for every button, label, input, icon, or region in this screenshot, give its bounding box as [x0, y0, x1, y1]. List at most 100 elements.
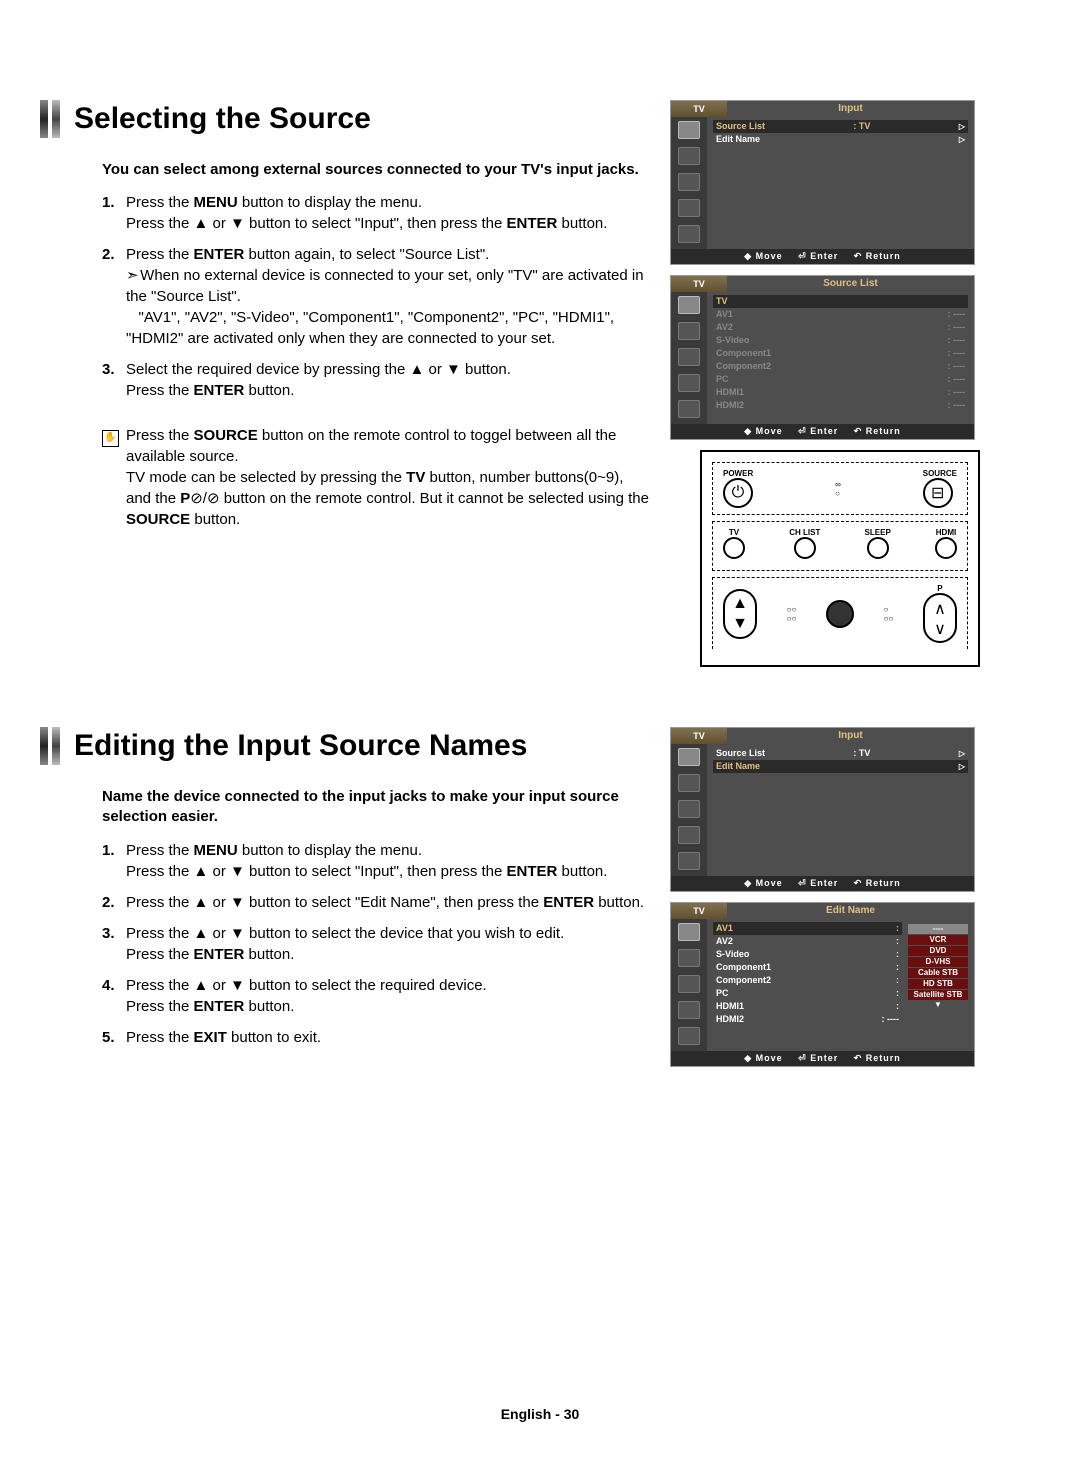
t: Press the — [126, 427, 194, 444]
arrow-right-icon: ▷ — [959, 747, 965, 760]
sidebar-icon — [678, 348, 700, 366]
section2-figures: TV Input Source List: TV▷ Edit Name▷ ◆ M… — [670, 727, 1010, 1077]
btn-source: SOURCE — [126, 511, 190, 528]
osd-row: S-Video: ---- — [713, 334, 968, 347]
osd-sidebar — [671, 744, 707, 876]
step-1: 1. Press the MENU button to display the … — [102, 192, 650, 234]
osd-sidebar — [671, 117, 707, 249]
name-option: D-VHS — [908, 957, 968, 967]
label: AV2 — [716, 321, 733, 334]
name-option: HD STB — [908, 979, 968, 989]
source-area: SOURCE ⊟ — [923, 469, 957, 508]
btn-tv: TV — [406, 469, 425, 486]
sleep-label: SLEEP — [865, 528, 891, 537]
osd-input-menu: TV Input Source List: TV▷ Edit Name▷ ◆ M… — [670, 100, 975, 265]
sidebar-icon — [678, 975, 700, 993]
osd-row: AV1: — [713, 922, 902, 935]
sidebar-icon — [678, 199, 700, 217]
sidebar-icon — [678, 374, 700, 392]
sidebar-icon — [678, 774, 700, 792]
section-editing-names: Editing the Input Source Names Name the … — [70, 727, 1010, 1077]
remote-bottom-row: ▲▼ ○○○○ ○○○ P ∧∨ — [712, 577, 968, 649]
btn-enter: ENTER — [194, 246, 245, 263]
note-arrow-icon: ➣ — [126, 265, 136, 286]
osd-row: Edit Name▷ — [713, 760, 968, 773]
hint-enter: ⏎ Enter — [798, 251, 838, 261]
osd-body: Source List: TV▷ Edit Name▷ — [671, 117, 974, 249]
p-group: P ∧∨ — [923, 584, 957, 643]
t: button. — [244, 382, 294, 399]
osd-row: HDMI1: — [713, 1000, 902, 1013]
osd-row: Source List: TV▷ — [713, 747, 968, 760]
t: When no external device is connected to … — [126, 267, 644, 305]
tv-btn-group: TV — [723, 528, 745, 564]
t: TV mode can be selected by pressing the — [126, 469, 406, 486]
t: "AV1", "AV2", "S-Video", "Component1", "… — [126, 309, 614, 347]
step-number: 1. — [102, 840, 126, 882]
btn-enter: ENTER — [194, 946, 245, 963]
label: Component1 — [716, 347, 771, 360]
t: button to exit. — [227, 1029, 321, 1046]
edit-left-col: AV1: AV2: S-Video: Component1: Component… — [713, 922, 902, 1048]
label: AV1 — [716, 922, 733, 935]
t: Press the — [126, 1029, 194, 1046]
btn-enter: ENTER — [194, 998, 245, 1015]
osd-content: TV AV1: ---- AV2: ---- S-Video: ---- Com… — [707, 292, 974, 424]
osd-content: Source List: TV▷ Edit Name▷ — [707, 117, 974, 249]
step-2: 2. Press the ENTER button again, to sele… — [102, 244, 650, 349]
t: Press the ▲ or ▼ button to select the de… — [126, 925, 564, 942]
osd-row: AV1: ---- — [713, 308, 968, 321]
osd-sidebar — [671, 919, 707, 1051]
hint-return: ↶ Return — [854, 251, 901, 261]
t: Press the ▲ or ▼ button to select "Input… — [126, 215, 507, 232]
t: Press the ▲ or ▼ button to select the re… — [126, 977, 487, 994]
step-1: 1. Press the MENU button to display the … — [102, 840, 650, 882]
label: HDMI2 — [716, 1013, 744, 1026]
osd-row: HDMI2 : ---- — [713, 1013, 902, 1026]
sidebar-icon — [678, 826, 700, 844]
label: PC — [716, 373, 729, 386]
osd-content: AV1: AV2: S-Video: Component1: Component… — [707, 919, 974, 1051]
sidebar-icon — [678, 949, 700, 967]
label: S-Video — [716, 334, 749, 347]
t: Press the — [126, 194, 194, 211]
osd-header: TV Edit Name — [671, 903, 974, 919]
btn-enter: ENTER — [543, 894, 594, 911]
chlist-label: CH LIST — [789, 528, 820, 537]
value: : ---- — [882, 1013, 900, 1026]
section2-steps: 1. Press the MENU button to display the … — [102, 840, 650, 1048]
osd-body: AV1: AV2: S-Video: Component1: Component… — [671, 919, 974, 1051]
step-number: 2. — [102, 892, 126, 913]
sidebar-icon — [678, 852, 700, 870]
heading-bar — [40, 727, 48, 765]
osd-footer: ◆ Move ⏎ Enter ↶ Return — [671, 249, 974, 264]
hint-move: ◆ Move — [744, 251, 782, 261]
step-number: 3. — [102, 923, 126, 965]
sleep-btn-group: SLEEP — [865, 528, 891, 564]
step-3: 3. Select the required device by pressin… — [102, 359, 650, 401]
sidebar-icon — [678, 173, 700, 191]
page-footer: English - 30 — [0, 1406, 1080, 1422]
sidebar-icon — [678, 748, 700, 766]
t: button. — [244, 998, 294, 1015]
sidebar-icon — [678, 923, 700, 941]
osd-row: AV2: — [713, 935, 902, 948]
osd-row: Component1: ---- — [713, 347, 968, 360]
dots-icon: ○○○ — [884, 605, 894, 623]
osd-row: TV — [713, 295, 968, 308]
label: Component1 — [716, 961, 771, 974]
btn-source: SOURCE — [194, 427, 258, 444]
osd-row: PC: — [713, 987, 902, 1000]
osd-input-menu-2: TV Input Source List: TV▷ Edit Name▷ ◆ M… — [670, 727, 975, 892]
power-label: POWER — [723, 469, 753, 478]
osd-footer: ◆ Move ⏎ Enter ↶ Return — [671, 1051, 974, 1066]
osd-row: Component2: ---- — [713, 360, 968, 373]
t: Press the — [126, 382, 194, 399]
hint-enter: ⏎ Enter — [798, 426, 838, 436]
hint-enter: ⏎ Enter — [798, 1053, 838, 1063]
arrow-right-icon: ▷ — [959, 760, 965, 773]
osd-tab: TV — [671, 728, 727, 744]
osd-row: Source List: TV▷ — [713, 120, 968, 133]
step-body: Press the ▲ or ▼ button to select the re… — [126, 975, 650, 1017]
heading-bar2 — [52, 727, 60, 765]
